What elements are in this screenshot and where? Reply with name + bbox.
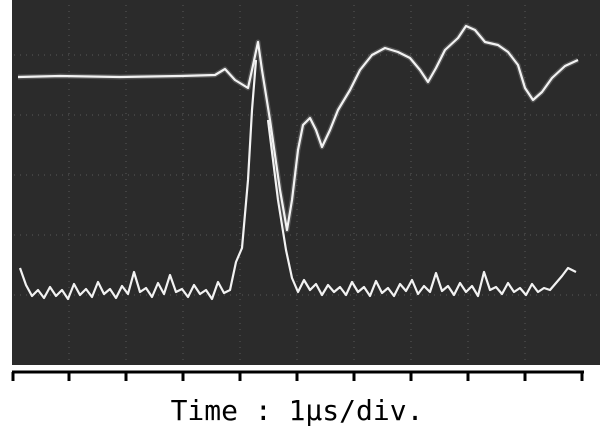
- axis-label: Time : 1μs/div.: [171, 394, 424, 427]
- upper-trace: [17, 24, 579, 232]
- scope-screen: [12, 0, 600, 365]
- axis-ticks: [11, 372, 584, 381]
- lower-trace: [266, 119, 577, 298]
- graticule: [14, 5, 598, 360]
- lower-trace: [18, 59, 258, 301]
